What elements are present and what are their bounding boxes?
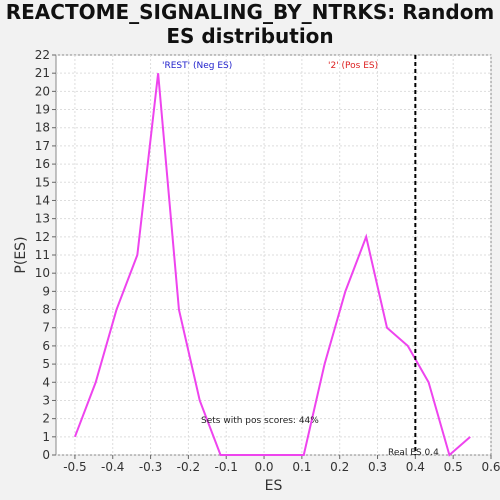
y-tick-label: 10 [35, 266, 50, 280]
y-tick-label: 19 [35, 103, 50, 117]
y-tick-label: 5 [42, 357, 50, 371]
y-tick-label: 21 [35, 66, 50, 80]
series-line [73, 73, 471, 457]
x-tick-label: 0.4 [406, 460, 425, 474]
x-tick-label: 0.5 [444, 460, 463, 474]
x-tick-label: 0.1 [292, 460, 311, 474]
x-tick-label: 0.2 [330, 460, 349, 474]
grid-lines [56, 54, 492, 456]
y-tick-label: 13 [35, 212, 50, 226]
y-tick-label: 8 [42, 303, 50, 317]
chart-title-line-1: REACTOME_SIGNALING_BY_NTRKS: Random [5, 0, 495, 24]
y-tick-label: 7 [42, 321, 50, 335]
y-tick-label: 3 [42, 393, 50, 407]
y-tick-label: 17 [35, 139, 50, 153]
y-tick-label: 16 [35, 157, 50, 171]
y-tick-label: 9 [42, 284, 50, 298]
x-tick-label: 0.0 [254, 460, 273, 474]
pos-es-label: '2' (Pos ES) [328, 61, 378, 71]
x-tick-label: 0.6 [481, 460, 500, 474]
y-tick-label: 20 [35, 84, 50, 98]
x-tick-label: -0.1 [215, 460, 238, 474]
chart-title-line-2: ES distribution [166, 24, 334, 48]
pos-scores-annotation: Sets with pos scores: 44% [201, 416, 319, 426]
y-tick-label: 11 [35, 248, 50, 262]
x-tick-label: -0.5 [63, 460, 86, 474]
chart-title: REACTOME_SIGNALING_BY_NTRKS: Random ES d… [0, 0, 500, 48]
x-tick-label: -0.2 [177, 460, 200, 474]
y-tick-label: 12 [35, 230, 50, 244]
y-tick-label: 6 [42, 339, 50, 353]
x-tick-label: -0.4 [101, 460, 124, 474]
real-es-label: Real ES 0.4 [388, 448, 439, 458]
x-tick-label: -0.3 [139, 460, 162, 474]
y-tick-label: 2 [42, 412, 50, 426]
y-tick-label: 1 [42, 430, 50, 444]
x-axis: -0.5 -0.4 -0.3 -0.2 -0.1 0.0 0.1 0.2 0.3 0.4 0.5 0.… [63, 455, 500, 474]
y-tick-label: 4 [42, 375, 50, 389]
y-axis-label: P(ES) [13, 236, 29, 273]
y-tick-label: 18 [35, 121, 50, 135]
y-tick-label: 15 [35, 175, 50, 189]
y-tick-label: 22 [35, 48, 50, 62]
x-tick-label: 0.3 [368, 460, 387, 474]
neg-es-label: 'REST' (Neg ES) [162, 61, 232, 71]
y-tick-label: 0 [42, 448, 50, 462]
x-axis-label: ES [265, 478, 283, 494]
y-tick-label: 14 [35, 193, 50, 207]
